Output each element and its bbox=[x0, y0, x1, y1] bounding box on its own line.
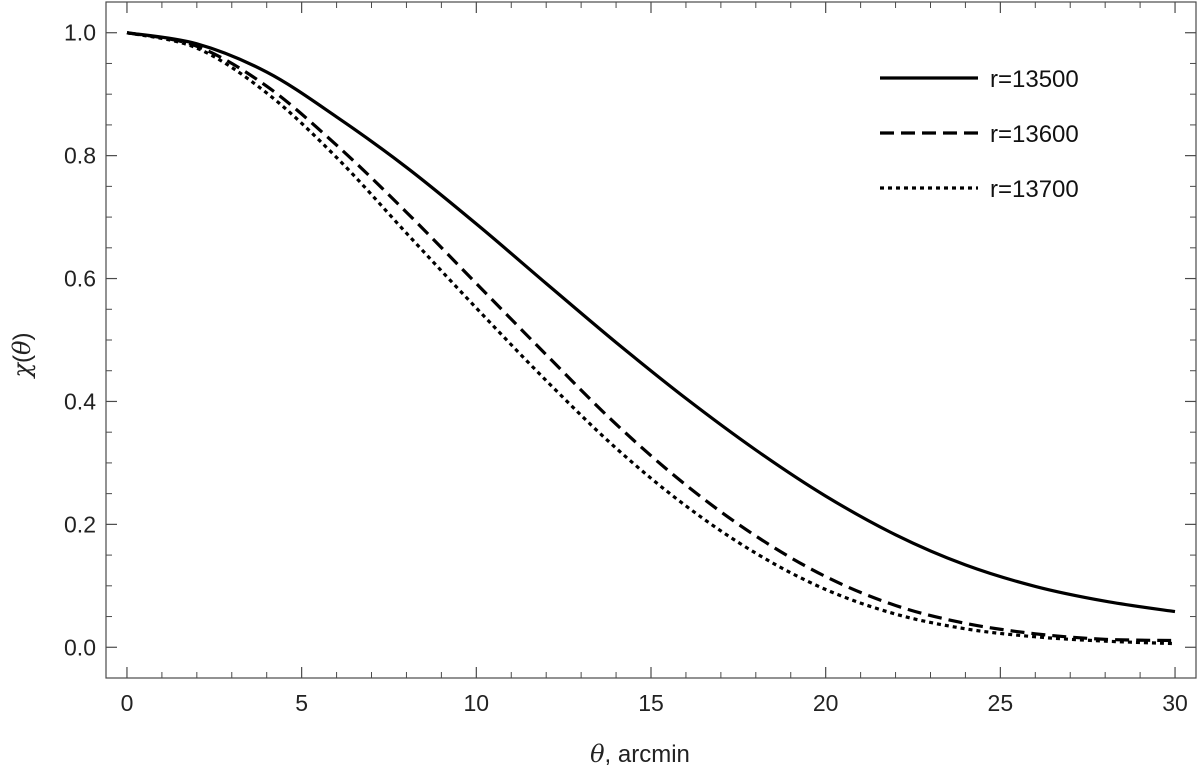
y-tick-label: 1.0 bbox=[64, 20, 96, 46]
y-tick-label: 0.0 bbox=[64, 634, 96, 660]
x-tick-label: 0 bbox=[121, 690, 134, 716]
y-axis-title-argument: θ bbox=[8, 340, 36, 355]
y-tick-label: 0.4 bbox=[64, 388, 96, 414]
y-tick-label: 0.2 bbox=[64, 511, 96, 537]
legend-label-0: r=13500 bbox=[990, 66, 1079, 93]
x-tick-label: 10 bbox=[464, 690, 490, 716]
plot-frame bbox=[105, 1, 1197, 679]
x-axis-title-text: , arcmin bbox=[605, 741, 690, 768]
legend-label-1: r=13600 bbox=[990, 121, 1079, 148]
series-layer bbox=[126, 31, 1176, 646]
x-tick-label: 30 bbox=[1162, 690, 1188, 716]
x-tick-label: 20 bbox=[813, 690, 839, 716]
y-axis-title-open-paren: ( bbox=[9, 355, 36, 363]
legend: r=13500 r=13600 r=13700 bbox=[880, 66, 1079, 203]
x-tick-label: 5 bbox=[295, 690, 308, 716]
x-axis-title: θ, arcmin bbox=[590, 740, 690, 768]
x-axis-ticks: 0 5 10 15 20 25 30 bbox=[121, 2, 1188, 716]
x-axis-title-symbol: θ bbox=[590, 740, 605, 768]
x-tick-label: 15 bbox=[638, 690, 664, 716]
series-line-1 bbox=[126, 31, 1176, 643]
y-axis-title: χ(θ) bbox=[8, 333, 36, 380]
plot-area-border bbox=[105, 1, 1197, 679]
y-axis-title-close-paren: ) bbox=[9, 333, 36, 341]
y-tick-label: 0.6 bbox=[64, 266, 96, 292]
series-line-0 bbox=[126, 31, 1176, 614]
series-line-2 bbox=[126, 31, 1176, 646]
y-axis-ticks: 0.0 0.2 0.4 0.6 0.8 1.0 bbox=[64, 20, 1196, 660]
y-tick-label: 0.8 bbox=[64, 143, 96, 169]
legend-label-2: r=13700 bbox=[990, 176, 1079, 203]
y-axis-title-symbol: χ bbox=[8, 362, 36, 380]
x-tick-label: 25 bbox=[988, 690, 1014, 716]
